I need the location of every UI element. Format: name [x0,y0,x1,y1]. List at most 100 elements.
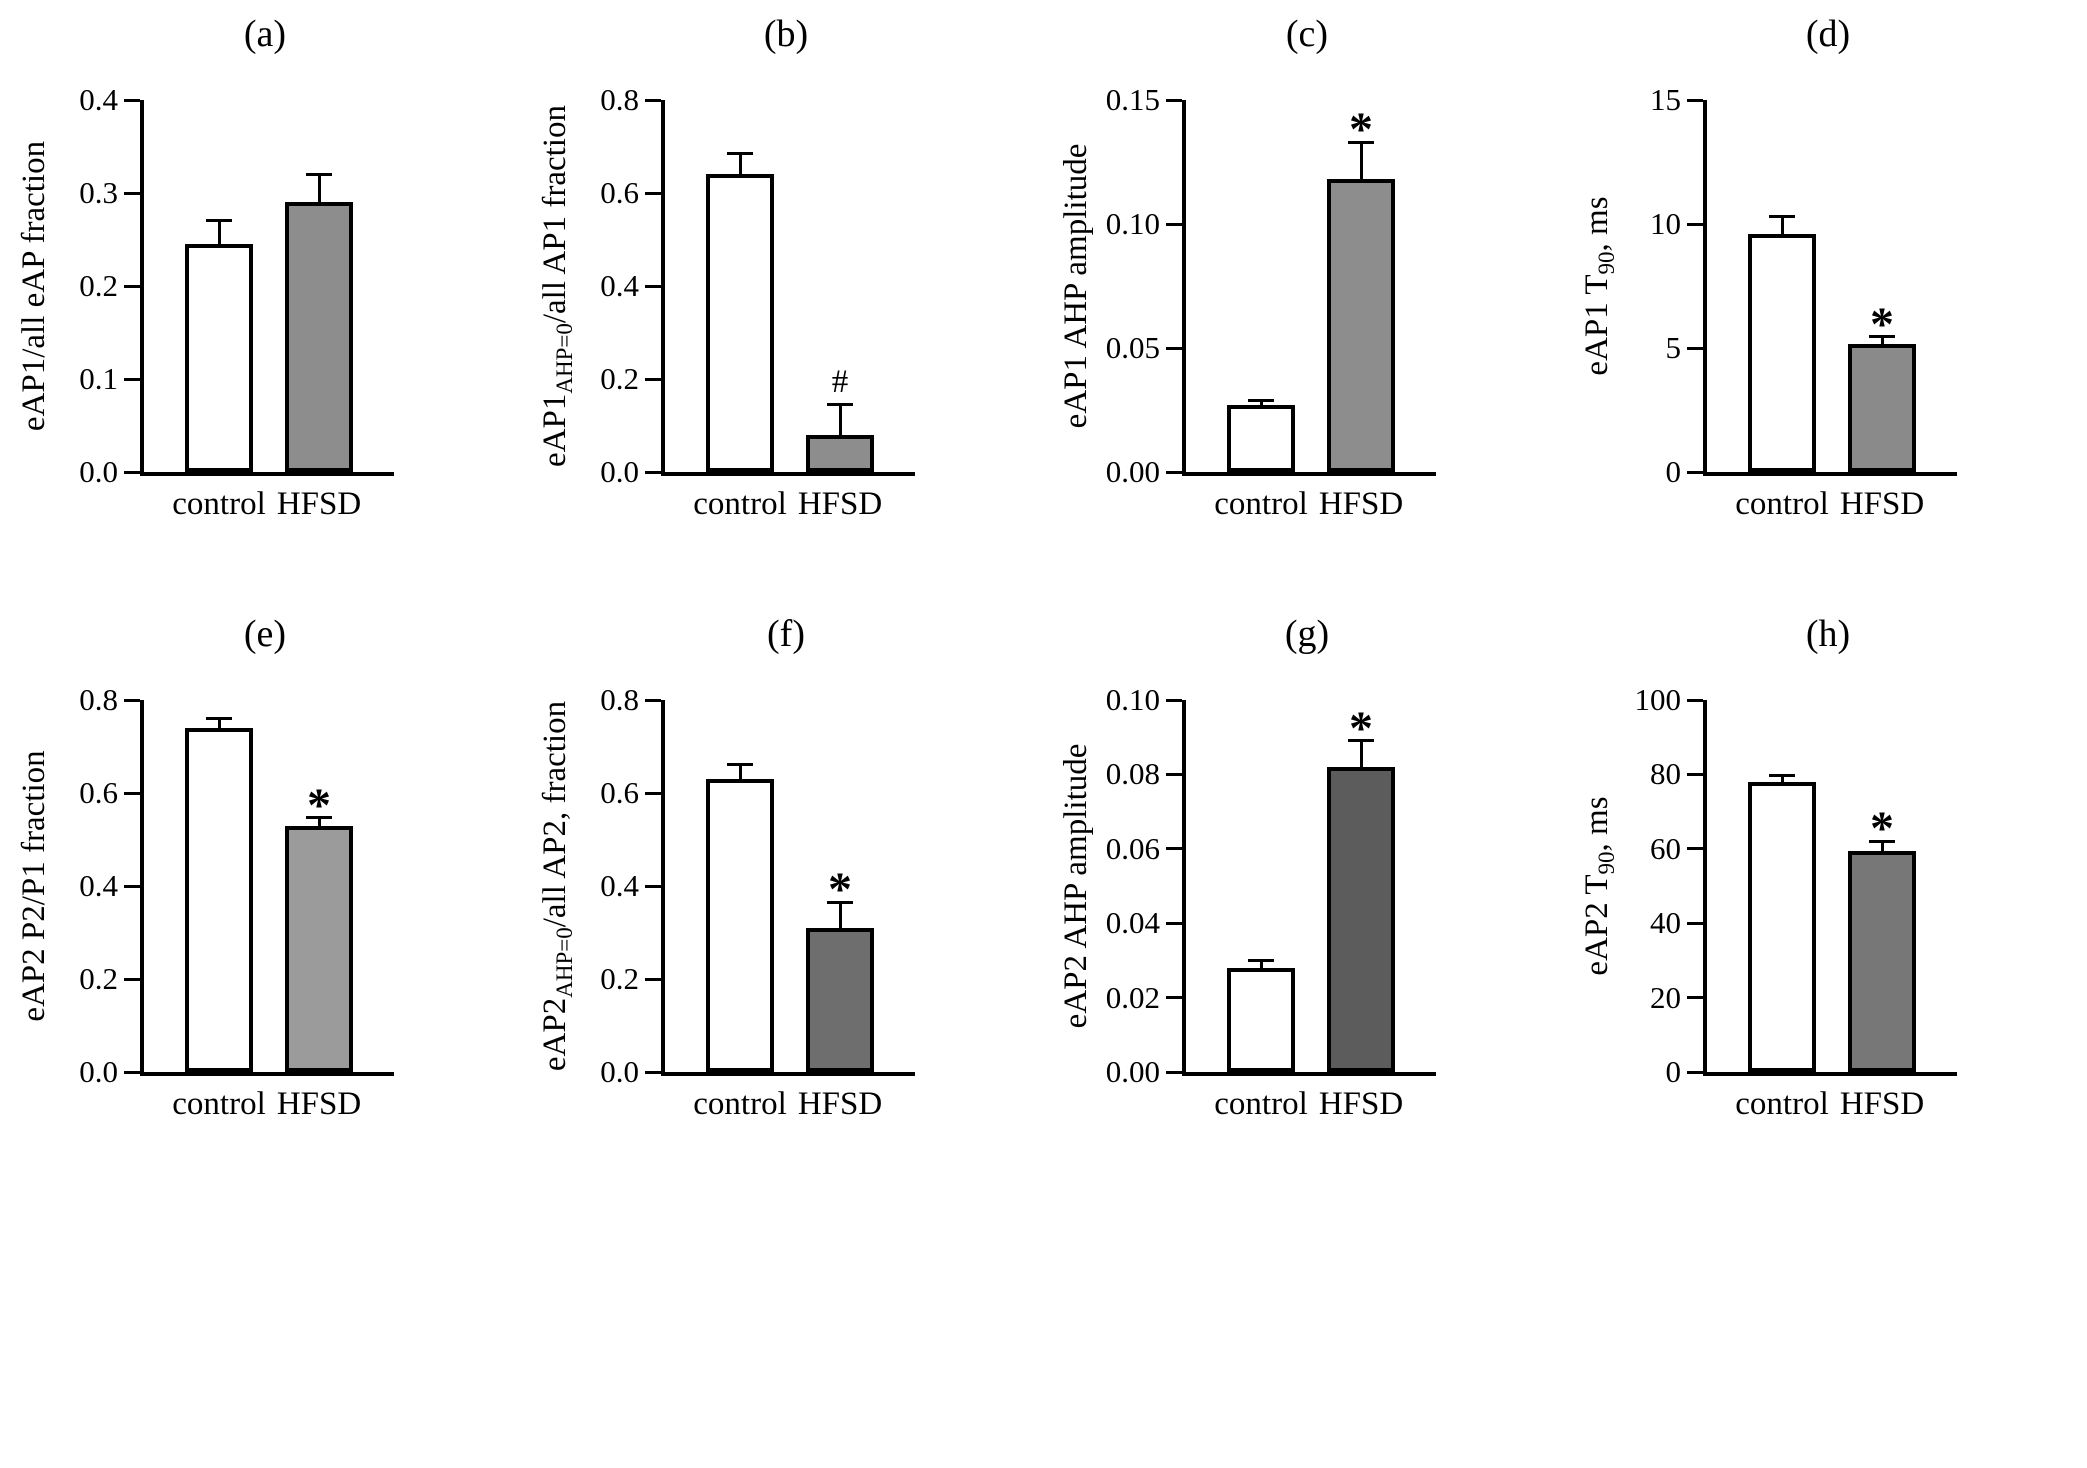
y-tick [645,470,661,474]
error-bar-line [1359,142,1363,180]
y-tick [124,698,140,702]
error-bar-line [1359,740,1363,767]
y-tick [124,377,140,381]
y-axis-label-text: eAP1 [537,393,573,467]
y-tick [645,377,661,381]
x-tick-label: HFSD [1839,1086,1925,1122]
y-tick [124,791,140,795]
y-axis-label-text: eAP2 AHP amplitude [1058,743,1094,1029]
x-tick-label: HFSD [1318,1086,1404,1122]
significance-marker: * [1349,701,1373,755]
y-tick-label: 60 [1650,830,1681,866]
y-tick-label: 0.05 [1105,330,1160,365]
y-axis-label-subscript: 90 [1594,251,1619,275]
y-tick [645,191,661,195]
error-bar-cap [1869,335,1895,339]
chart-panel: (a) eAP1/all eAP fraction 0.0 0.1 0.2 0.3 0.… [0,4,521,604]
y-tick-label: 0.4 [79,868,118,903]
bar-hfsd [1327,766,1395,1072]
y-tick [1166,98,1182,102]
x-tick-label: HFSD [1318,486,1404,522]
chart-panel: (b) eAP1AHP=0/all AP1 fraction 0.0 0.2 0.4… [521,4,1042,604]
x-tick-label: control [693,486,787,522]
x-tick-label: control [1214,486,1308,522]
y-tick [1166,772,1182,776]
plot-area: 0.00 0.02 0.04 0.06 0.08 0.10 control HFSD * [1106,682,1436,1122]
bar-control [1748,233,1816,472]
y-tick [1166,470,1182,474]
y-axis-label: eAP2 P2/P1 fraction [14,656,54,1116]
bar-hfsd [285,202,353,472]
chart-panel: (c) eAP1 AHP amplitude 0.00 0.05 0.10 0.15 c… [1042,4,1563,604]
error-bar-line [1259,400,1263,406]
y-axis-label: eAP2 AHP amplitude [1056,656,1096,1116]
y-axis-label-text: eAP1 AHP amplitude [1058,143,1094,429]
y-axis-label-text: eAP1 T [1579,274,1615,376]
error-bar-cap [1769,215,1795,219]
error-bar-cap [1869,839,1895,843]
y-tick-label: 0.0 [79,454,118,489]
y-tick-label: 0.2 [600,961,639,996]
y-tick-label: 0.10 [1105,682,1160,717]
y-tick-label: 20 [1650,979,1681,1015]
y-tick [645,1070,661,1074]
error-bar-line [217,718,221,728]
bar-hfsd [285,825,353,1072]
error-bar-cap [827,900,853,904]
bar-control [706,779,774,1072]
error-bar-line [217,220,221,245]
error-bar-cap [1348,739,1374,743]
chart-panel: (g) eAP2 AHP amplitude 0.00 0.02 0.04 0.06 0… [1042,604,1563,1204]
y-tick-label: 0.4 [600,868,639,903]
y-tick-label: 40 [1650,905,1681,941]
panel-title: (f) [767,613,805,655]
y-tick [1687,847,1703,851]
panel-title: (d) [1805,13,1851,55]
y-tick [1687,222,1703,226]
y-tick [1687,470,1703,474]
y-tick-label: 0.3 [79,175,118,210]
significance-marker: * [1870,802,1894,856]
y-tick-label: 0.6 [79,775,118,810]
error-bar-cap [827,403,853,407]
error-bar-cap [206,717,232,721]
plot-area: 0.0 0.2 0.4 0.6 0.8 control HFSD * [79,682,394,1122]
error-bar-line [738,153,742,175]
y-tick-label: 15 [1650,82,1681,117]
y-tick [124,884,140,888]
y-tick-label: 0 [1665,1054,1682,1089]
y-tick [1166,847,1182,851]
y-tick-label: 0.8 [600,82,639,117]
plot-area: 0.00 0.05 0.10 0.15 control HFSD * [1106,82,1436,522]
y-axis-label: eAP2AHP=0/all AP2, fraction [535,656,577,1116]
y-tick-label: 0.0 [79,1054,118,1089]
error-bar-line [1880,336,1884,345]
y-tick-label: 0.0 [600,1054,639,1089]
y-tick [124,1070,140,1074]
y-tick [645,884,661,888]
y-tick-label: 0.08 [1105,756,1160,792]
y-tick-label: 80 [1650,756,1681,792]
y-tick-label: 0.06 [1105,830,1160,866]
y-tick-label: 0.8 [79,682,118,717]
error-bar-cap [1348,140,1374,144]
y-axis-label-subscript: AHP=0 [552,927,577,998]
error-bar-line [1780,775,1784,782]
plot-area: 0 20 40 60 80 100 control HFSD * [1635,682,1957,1122]
x-tick-label: HFSD [797,486,883,522]
y-tick [645,98,661,102]
bar-hfsd [806,927,874,1072]
y-tick-label: 0.2 [79,961,118,996]
y-tick-label: 10 [1650,206,1681,241]
y-tick [1166,996,1182,1000]
bar-hfsd [1327,179,1395,472]
x-tick-label: control [1214,1086,1308,1122]
panel-title: (c) [1285,13,1329,55]
y-tick [1687,346,1703,350]
bar-hfsd [806,434,874,472]
error-bar-line [317,817,321,826]
x-tick-label: HFSD [276,486,362,522]
plot-area: 0.0 0.2 0.4 0.6 0.8 control HFSD * [600,682,915,1122]
x-tick-label: HFSD [276,1086,362,1122]
y-tick-label: 0.8 [600,682,639,717]
